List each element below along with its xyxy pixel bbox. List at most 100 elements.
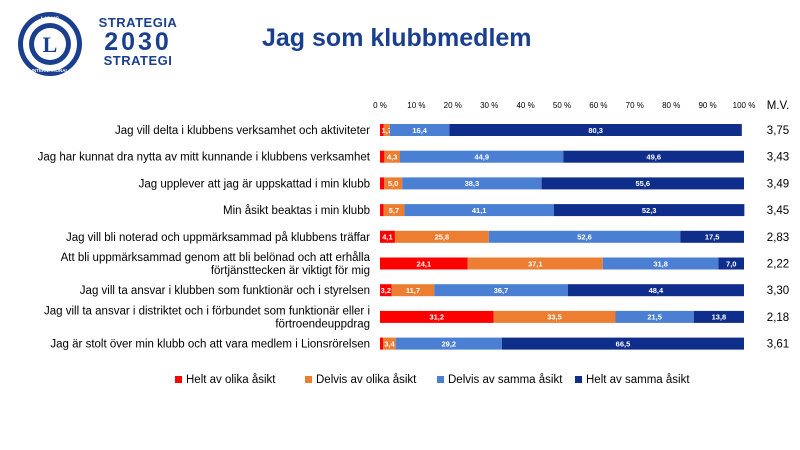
mv-value: 3,75 <box>767 125 789 137</box>
bar-segment <box>380 284 392 297</box>
bar-segment <box>404 204 554 217</box>
data-label: 24,1 <box>417 259 432 268</box>
bar-segment <box>391 284 435 297</box>
data-label: 55,6 <box>636 179 651 188</box>
mv-value: 2,83 <box>767 232 789 244</box>
data-label: 37,1 <box>528 259 543 268</box>
bar-segment <box>680 230 744 243</box>
mv-value: 3,49 <box>767 178 789 190</box>
data-label: 7,0 <box>726 259 736 268</box>
mv-value: 3,30 <box>767 285 789 297</box>
category-label: Att bli uppmärksammad genom att bli belö… <box>61 252 371 264</box>
bar-segment <box>380 150 385 163</box>
bar-segment <box>384 150 401 163</box>
x-tick-label: 30 % <box>480 101 498 110</box>
bar-segment <box>380 337 384 350</box>
lions-logo: LIONS INTERNATIONAL L <box>18 12 82 76</box>
data-label: 13,8 <box>712 313 727 322</box>
x-tick-label: 10 % <box>407 101 425 110</box>
data-label: 5,0 <box>388 179 398 188</box>
data-label: 17,5 <box>705 233 720 242</box>
bar-segment <box>718 257 744 270</box>
category-label: Jag upplever att jag är uppskattad i min… <box>139 178 370 190</box>
bar-segment <box>563 150 744 163</box>
logo-letter: L <box>43 32 58 57</box>
bar-segment <box>434 284 568 297</box>
data-label: 66,5 <box>616 339 631 348</box>
category-label: Jag vill ta ansvar i distriktet och i fö… <box>44 305 370 317</box>
category-label: Min åsikt beaktas i min klubb <box>223 205 370 217</box>
brand-line3: STRATEGI <box>103 53 173 68</box>
bar-segment <box>615 310 694 323</box>
data-label: 33,5 <box>547 313 562 322</box>
bar-segment <box>384 177 403 190</box>
x-tick-label: 90 % <box>698 101 716 110</box>
data-label: 25,8 <box>435 233 450 242</box>
bar-segment <box>467 257 603 270</box>
data-label: 44,9 <box>474 153 489 162</box>
data-label: 29,2 <box>441 339 456 348</box>
bar-segment <box>380 124 384 136</box>
bar-segment <box>553 204 745 217</box>
category-label: Jag vill bli noterad och uppmärksammad p… <box>66 232 370 244</box>
bar-segment <box>383 204 405 217</box>
x-tick-label: 50 % <box>553 101 571 110</box>
data-label: 31,2 <box>429 313 444 322</box>
bar-segment <box>380 177 385 190</box>
x-tick-label: 0 % <box>373 101 387 110</box>
logo-text-bottom: INTERNATIONAL <box>32 68 69 73</box>
data-label: 11,7 <box>406 286 420 295</box>
x-tick-label: 40 % <box>516 101 534 110</box>
data-label: 52,3 <box>642 206 657 215</box>
strategy-brand: STRATEGIA 2030 STRATEGI <box>92 16 184 68</box>
mv-header: M.V. <box>767 100 790 112</box>
category-label: Jag vill ta ansvar i klubben som funktio… <box>80 285 370 297</box>
data-label: 16,4 <box>412 126 427 135</box>
data-label: 1,7 <box>382 126 392 135</box>
data-label: 52,6 <box>577 233 592 242</box>
data-label: 38,3 <box>465 179 480 188</box>
bar-segment <box>402 177 542 190</box>
category-label: förtjänsttecken är viktigt för mig <box>211 265 370 277</box>
bar-segment <box>501 337 744 350</box>
bar-segment <box>395 337 502 350</box>
data-label: 5,7 <box>389 206 399 215</box>
legend-label: Helt av olika åsikt <box>186 374 276 386</box>
bar-segment <box>488 230 681 243</box>
mv-value: 3,61 <box>767 339 789 351</box>
mv-value: 2,22 <box>767 259 789 271</box>
category-label: Jag är stolt över min klubb och att vara… <box>50 339 370 351</box>
legend-swatch <box>305 376 312 383</box>
mv-value: 2,18 <box>767 312 789 324</box>
mv-value: 3,43 <box>767 152 789 164</box>
brand-line2: 2030 <box>104 28 172 56</box>
bar-segment <box>449 124 742 136</box>
logo-text-top: LIONS <box>41 17 59 23</box>
x-tick-label: 20 % <box>444 101 462 110</box>
category-label: Jag har kunnat dra nytta av mitt kunnand… <box>38 152 371 164</box>
bar-segment <box>567 284 744 297</box>
legend-label: Helt av samma åsikt <box>586 374 690 386</box>
category-label: förtroendeuppdrag <box>275 318 370 330</box>
bar-segment <box>394 230 489 243</box>
data-label: 4,1 <box>382 233 392 242</box>
legend-label: Delvis av olika åsikt <box>316 374 417 386</box>
legend-label: Delvis av samma åsikt <box>448 374 563 386</box>
bar-segment <box>380 230 395 243</box>
bar-segment <box>383 337 396 350</box>
data-label: 41,1 <box>472 206 487 215</box>
bar-segment <box>380 204 384 217</box>
bar-segment <box>602 257 719 270</box>
data-label: 49,6 <box>646 153 661 162</box>
category-label: Jag vill delta i klubbens verksamhet och… <box>115 125 370 137</box>
x-tick-label: 100 % <box>733 101 756 110</box>
bar-segment <box>693 310 744 323</box>
bar-segment <box>400 150 564 163</box>
bar-segment <box>541 177 744 190</box>
data-label: 3,4 <box>384 339 395 348</box>
bar-segment <box>493 310 616 323</box>
x-tick-label: 60 % <box>589 101 607 110</box>
data-label: 3,2 <box>381 286 391 295</box>
data-label: 21,5 <box>647 313 662 322</box>
